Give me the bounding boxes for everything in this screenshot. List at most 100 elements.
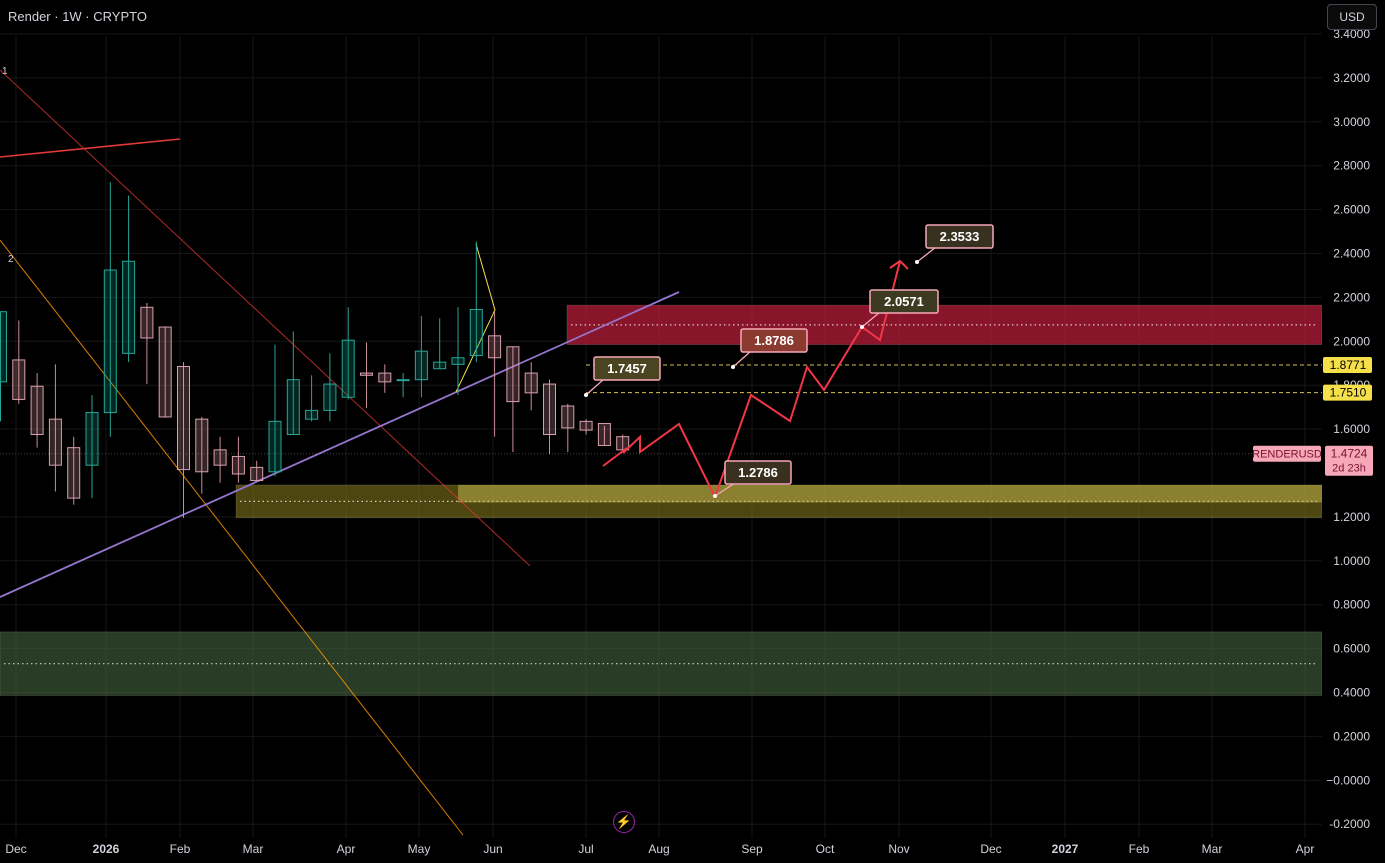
- candle: [597, 423, 611, 446]
- candle: [396, 379, 410, 382]
- candle: [30, 385, 44, 436]
- y-tick-label: 0.6000: [1333, 642, 1370, 656]
- y-tick-label: 2.6000: [1333, 203, 1370, 217]
- annotation-box: [593, 356, 661, 381]
- y-tick-label: 3.0000: [1333, 115, 1370, 129]
- y-tick-label: 0.2000: [1333, 729, 1370, 743]
- fib-line: [0, 239, 464, 836]
- candle: [0, 311, 7, 383]
- x-axis-panel: [0, 838, 1322, 863]
- candle: [158, 326, 172, 418]
- y-tick-label: 2.4000: [1333, 247, 1370, 261]
- annotation-anchor: [860, 325, 864, 329]
- candle: [378, 372, 392, 383]
- y-tick-label: 2.2000: [1333, 290, 1370, 304]
- candle: [231, 455, 245, 475]
- candle: [360, 372, 373, 376]
- x-tick-label: Apr: [1296, 842, 1315, 856]
- y-tick-label: 0.4000: [1333, 686, 1370, 700]
- candle: [268, 420, 282, 473]
- y-tick-label: 0.8000: [1333, 598, 1370, 612]
- candle: [451, 357, 465, 365]
- chart-title: Render · 1W · CRYPTO: [8, 9, 147, 24]
- x-tick-label: Jul: [578, 842, 593, 856]
- candle: [323, 383, 337, 411]
- annotation-anchor: [731, 365, 735, 369]
- candle: [85, 412, 99, 466]
- candle: [177, 366, 190, 471]
- y-axis-panel: [1322, 0, 1385, 863]
- x-tick-label: Feb: [1129, 842, 1150, 856]
- x-tick-label: Mar: [243, 842, 264, 856]
- projection-arrowhead: [889, 259, 909, 270]
- annotation-anchor: [584, 393, 588, 397]
- candle: [103, 269, 117, 414]
- candle: [140, 306, 154, 339]
- y-tick-label: 2.0000: [1333, 334, 1370, 348]
- lightning-icon[interactable]: ⚡: [613, 811, 635, 833]
- candle: [122, 260, 136, 354]
- candle: [341, 339, 355, 398]
- countdown-label: 2d 23h: [1332, 463, 1366, 475]
- candle: [12, 359, 26, 400]
- projection-path: [602, 260, 901, 500]
- x-tick-label: Apr: [337, 842, 356, 856]
- candle: [67, 447, 81, 499]
- zone-support-highlight: [458, 484, 1322, 503]
- candle: [488, 335, 502, 359]
- last-price-badge: [1325, 445, 1373, 476]
- x-tick-label: Sep: [741, 842, 763, 856]
- candle: [213, 449, 227, 466]
- y-tick-label: 1.0000: [1333, 554, 1370, 568]
- x-tick-label: Dec: [5, 842, 26, 856]
- annotation-box: [724, 460, 792, 485]
- x-tick-label: Nov: [888, 842, 909, 856]
- red-resistance-line: [0, 138, 181, 158]
- x-tick-label: Mar: [1202, 842, 1223, 856]
- candle: [286, 379, 300, 436]
- y-tick-label: 3.2000: [1333, 71, 1370, 85]
- annotation-label: 1.7457: [607, 361, 647, 376]
- yellow-pattern-line: [455, 243, 496, 393]
- annotation-pointer: [585, 378, 605, 396]
- ascending-trendline: [0, 291, 680, 598]
- x-tick-label: Jun: [483, 842, 502, 856]
- price-level-badge: [1323, 356, 1372, 373]
- x-tick-label: Oct: [816, 842, 835, 856]
- candle: [195, 418, 209, 473]
- candle: [414, 350, 428, 381]
- y-tick-label: 1.6000: [1333, 422, 1370, 436]
- x-tick-label: Dec: [980, 842, 1001, 856]
- annotation-pointer: [714, 482, 736, 497]
- candle: [48, 418, 62, 466]
- symbol-badge: [1253, 445, 1321, 462]
- x-tick-label: 2026: [93, 842, 120, 856]
- candle: [250, 466, 264, 482]
- x-tick-label: May: [408, 842, 431, 856]
- x-tick-label: Aug: [648, 842, 669, 856]
- price-level-badge: [1323, 384, 1372, 401]
- y-tick-label: 3.4000: [1333, 27, 1370, 41]
- y-tick-label: 1.2000: [1333, 510, 1370, 524]
- annotation-box: [869, 289, 939, 314]
- candle: [616, 436, 630, 451]
- y-tick-label: −0.0000: [1326, 773, 1370, 787]
- fib-label: 1: [2, 66, 8, 77]
- annotation-label: 2.0571: [884, 294, 924, 309]
- annotation-box: [925, 224, 994, 249]
- annotation-label: 2.3533: [940, 229, 980, 244]
- price-level-label: 1.8771: [1330, 358, 1367, 372]
- candle: [561, 405, 575, 429]
- annotation-anchor: [915, 260, 919, 264]
- annotation-label: 1.8786: [754, 333, 794, 348]
- annotation-pointer: [861, 311, 881, 328]
- annotation-box: [740, 328, 808, 353]
- candle: [543, 383, 556, 436]
- x-tick-label: 2027: [1052, 842, 1079, 856]
- annotation-label: 1.2786: [738, 465, 778, 480]
- candle: [305, 409, 319, 420]
- currency-button[interactable]: USD: [1327, 4, 1377, 30]
- candle: [579, 420, 593, 431]
- candle: [506, 346, 520, 403]
